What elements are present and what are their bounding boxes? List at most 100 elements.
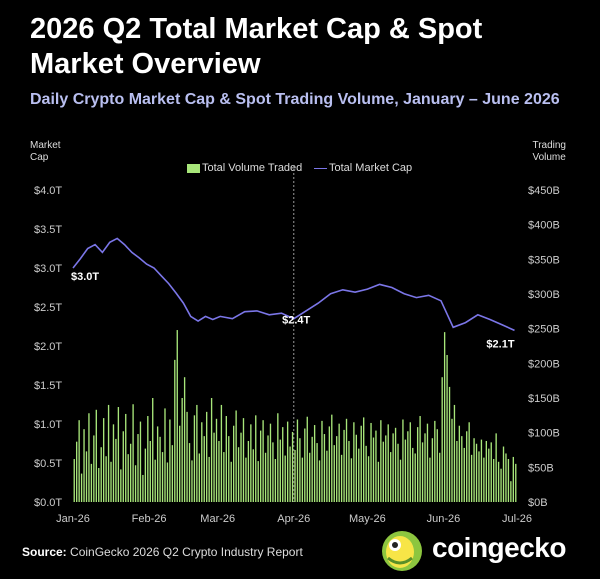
right-tick-label: $50B xyxy=(528,462,554,474)
volume-bar xyxy=(237,447,240,502)
volume-bar xyxy=(483,457,485,502)
volume-bar xyxy=(424,433,426,502)
volume-bar xyxy=(456,440,458,502)
volume-bar xyxy=(147,416,149,502)
volume-bar xyxy=(98,468,100,502)
volume-bar xyxy=(257,461,259,502)
volume-bar xyxy=(510,481,512,502)
volume-bar xyxy=(355,434,358,502)
volume-bar xyxy=(441,377,443,502)
volume-bar xyxy=(191,460,193,502)
volume-bar xyxy=(404,439,407,502)
legend-label-market-cap: Total Market Cap xyxy=(329,162,413,174)
volume-bar xyxy=(394,427,397,502)
volume-bar xyxy=(286,421,289,502)
volume-bar xyxy=(115,438,117,502)
volume-bar xyxy=(512,456,514,502)
volume-bar xyxy=(515,463,517,502)
volume-bar xyxy=(353,422,355,502)
volume-bar xyxy=(125,413,127,502)
volume-bar xyxy=(419,416,421,502)
volume-bar xyxy=(264,452,267,502)
volume-bar xyxy=(284,455,286,502)
volume-bar xyxy=(451,418,453,502)
left-tick-label: $2.0T xyxy=(34,341,62,353)
volume-bar xyxy=(343,429,345,502)
volume-bar xyxy=(321,420,323,502)
volume-bar xyxy=(228,436,230,502)
volume-bar xyxy=(144,448,147,502)
volume-bar xyxy=(76,441,78,502)
volume-bar xyxy=(93,435,95,502)
volume-bar xyxy=(468,422,470,502)
volume-bar xyxy=(416,427,419,502)
volume-bar xyxy=(132,404,134,502)
left-axis-title-text: Market Cap xyxy=(30,140,61,163)
volume-bar xyxy=(311,436,313,502)
volume-bar xyxy=(466,431,468,502)
volume-bar xyxy=(407,431,409,502)
volume-bar xyxy=(372,437,375,502)
source-note: Source: CoinGecko 2026 Q2 Crypto Industr… xyxy=(22,545,303,559)
logo-wordmark: coingecko xyxy=(432,532,566,563)
legend-item-volume: Total Volume Traded xyxy=(187,162,302,174)
volume-bar xyxy=(272,442,274,502)
volume-bar xyxy=(323,434,326,502)
volume-bar xyxy=(112,424,115,502)
volume-bar xyxy=(389,452,392,502)
volume-bar xyxy=(429,457,431,502)
volume-bar xyxy=(223,452,225,502)
volume-bar xyxy=(252,449,254,502)
volume-bar xyxy=(493,459,495,502)
volume-bar xyxy=(313,425,316,502)
volume-bar xyxy=(448,386,451,502)
volume-bar xyxy=(328,426,331,502)
volume-bar xyxy=(247,440,250,502)
volume-bar xyxy=(409,422,411,502)
volume-bar xyxy=(316,443,318,502)
volume-bar xyxy=(282,427,284,502)
volume-bar xyxy=(183,377,186,502)
volume-bar xyxy=(181,398,183,502)
volume-bar xyxy=(186,411,188,502)
volume-bar xyxy=(206,411,208,502)
right-tick-label: $150B xyxy=(528,393,560,405)
volume-bar xyxy=(220,404,223,502)
volume-bar xyxy=(107,404,110,502)
left-tick-label: $4.0T xyxy=(34,185,62,197)
right-axis-title-text: Trading Volume xyxy=(532,140,566,163)
volume-bar xyxy=(100,447,102,502)
legend-label-volume: Total Volume Traded xyxy=(202,162,303,174)
volume-bar xyxy=(463,447,465,502)
right-axis-title: Trading Volume xyxy=(532,140,566,164)
volume-bar xyxy=(230,461,232,502)
volume-bar xyxy=(152,398,154,502)
x-tick-label: Jun-26 xyxy=(427,513,461,525)
volume-bar xyxy=(215,418,218,502)
volume-bar xyxy=(478,451,480,502)
volume-bar xyxy=(446,355,448,502)
volume-bar xyxy=(210,398,213,502)
volume-bar xyxy=(360,425,362,502)
volume-bar xyxy=(154,459,156,502)
volume-bar xyxy=(370,422,372,502)
volume-bar xyxy=(137,434,139,502)
volume-bar xyxy=(439,452,441,502)
volume-bar xyxy=(475,443,478,502)
volume-bar xyxy=(458,425,461,502)
volume-bar xyxy=(399,459,402,502)
left-tick-label: $0.0T xyxy=(34,497,62,509)
volume-bar xyxy=(436,429,438,502)
market-cap-annotation: $2.4T xyxy=(282,314,310,326)
volume-bar xyxy=(164,408,166,502)
volume-bar xyxy=(110,461,112,502)
volume-bar xyxy=(78,420,80,502)
gecko-icon xyxy=(382,531,422,571)
volume-bar xyxy=(80,473,83,502)
volume-bar xyxy=(488,448,490,502)
volume-bar xyxy=(85,451,88,502)
volume-bar xyxy=(240,432,242,502)
volume-bar xyxy=(505,453,507,502)
volume-bar xyxy=(225,416,227,502)
